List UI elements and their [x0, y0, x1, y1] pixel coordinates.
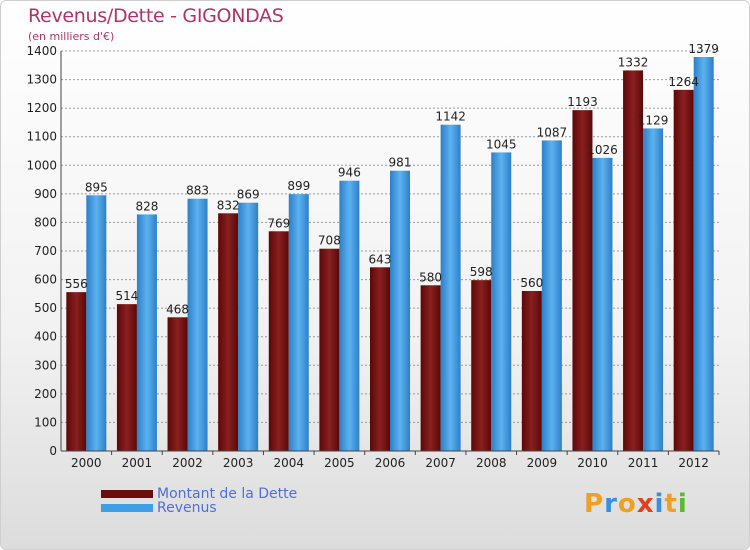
data-label-dette: 832: [217, 198, 240, 212]
x-tick-label: 2008: [476, 456, 507, 470]
data-label-dette: 708: [318, 234, 341, 248]
bar-dette: [319, 248, 340, 451]
y-tick-label: 1300: [26, 73, 57, 87]
y-tick-label: 0: [49, 444, 57, 458]
bar-dette: [167, 317, 188, 451]
chart-title: Revenus/Dette - GIGONDAS: [28, 5, 284, 27]
data-label-revenus: 1129: [638, 113, 669, 127]
bar-revenus: [136, 214, 157, 451]
x-tick-label: 2010: [577, 456, 608, 470]
data-label-revenus: 895: [85, 180, 108, 194]
data-label-revenus: 1026: [587, 143, 618, 157]
data-label-revenus: 883: [186, 184, 209, 198]
bar-dette: [218, 213, 239, 451]
data-label-dette: 769: [267, 216, 290, 230]
x-tick-label: 2005: [324, 456, 355, 470]
x-tick-label: 2001: [122, 456, 153, 470]
legend: Montant de la Dette Revenus: [101, 486, 298, 516]
logo-letter: t: [664, 489, 678, 519]
legend-item-revenus: Revenus: [101, 500, 297, 516]
y-tick-label: 500: [34, 301, 57, 315]
legend-swatch-revenus: [101, 504, 153, 512]
data-label-revenus: 869: [237, 188, 260, 202]
data-label-dette: 468: [166, 302, 189, 316]
chart-subtitle: (en milliers d'€): [28, 30, 115, 43]
data-label-revenus: 828: [135, 199, 158, 213]
bar-dette: [673, 89, 694, 451]
data-label-revenus: 1142: [435, 110, 466, 124]
data-label-revenus: 981: [389, 156, 412, 170]
bar-dette: [116, 304, 137, 451]
bar-revenus: [693, 57, 714, 451]
y-tick-label: 900: [34, 187, 57, 201]
legend-label-dette: Montant de la Dette: [157, 486, 298, 502]
legend-swatch-dette: [101, 490, 153, 498]
data-label-revenus: 899: [287, 179, 310, 193]
y-tick-label: 400: [34, 330, 57, 344]
x-tick-label: 2006: [375, 456, 406, 470]
y-tick-label: 200: [34, 387, 57, 401]
logo-letter: r: [604, 489, 618, 519]
x-tick-label: 2011: [628, 456, 659, 470]
x-tick-label: 2009: [527, 456, 558, 470]
y-tick-label: 600: [34, 273, 57, 287]
bar-dette: [420, 285, 441, 451]
y-tick-label: 100: [34, 415, 57, 429]
x-tick-label: 2000: [71, 456, 102, 470]
data-label-revenus: 946: [338, 166, 361, 180]
logo-letter: x: [636, 489, 655, 519]
bar-revenus: [592, 157, 613, 451]
data-label-dette: 556: [65, 277, 88, 291]
legend-item-dette: Montant de la Dette: [101, 486, 298, 502]
bar-revenus: [339, 180, 360, 451]
y-tick-label: 300: [34, 358, 57, 372]
bar-revenus: [491, 152, 512, 451]
data-label-dette: 1332: [618, 55, 649, 69]
data-label-revenus: 1087: [537, 125, 568, 139]
logo-letter: i: [677, 489, 688, 519]
bar-revenus: [541, 140, 562, 451]
bar-dette: [66, 292, 87, 451]
legend-label-revenus: Revenus: [157, 500, 217, 516]
bar-dette: [572, 110, 593, 452]
bar-dette: [623, 70, 644, 451]
logo-letter: i: [654, 489, 665, 519]
logo-letter: o: [617, 489, 637, 519]
y-tick-label: 800: [34, 215, 57, 229]
y-tick-label: 1100: [26, 130, 57, 144]
bar-revenus: [187, 198, 208, 451]
bar-dette: [370, 267, 390, 451]
x-tick-label: 2004: [273, 456, 304, 470]
bar-revenus: [238, 202, 259, 451]
data-label-dette: 1193: [567, 95, 598, 109]
bar-dette: [521, 291, 542, 451]
bar-revenus: [86, 195, 107, 451]
y-tick-label: 700: [34, 244, 57, 258]
x-tick-label: 2012: [678, 456, 709, 470]
bar-revenus: [643, 128, 664, 451]
data-label-dette: 1264: [668, 75, 699, 89]
data-label-revenus: 1379: [688, 42, 719, 56]
data-label-revenus: 1045: [486, 137, 517, 151]
bar-dette: [268, 231, 289, 451]
x-tick-label: 2003: [223, 456, 254, 470]
proxiti-logo: Proxiti: [584, 489, 688, 519]
y-tick-label: 1000: [26, 158, 57, 172]
data-label-dette: 514: [115, 289, 138, 303]
data-label-dette: 580: [419, 270, 442, 284]
bar-revenus: [288, 194, 309, 451]
bar-dette: [471, 280, 492, 451]
x-tick-label: 2007: [425, 456, 456, 470]
data-label-dette: 598: [470, 265, 493, 279]
y-tick-label: 1400: [26, 44, 57, 58]
logo-letter: P: [584, 489, 605, 519]
bar-revenus: [390, 170, 410, 451]
x-tick-label: 2002: [172, 456, 203, 470]
bar-revenus: [440, 124, 461, 451]
y-tick-label: 1200: [26, 101, 57, 115]
data-label-dette: 643: [369, 252, 392, 266]
data-label-dette: 560: [520, 276, 543, 290]
